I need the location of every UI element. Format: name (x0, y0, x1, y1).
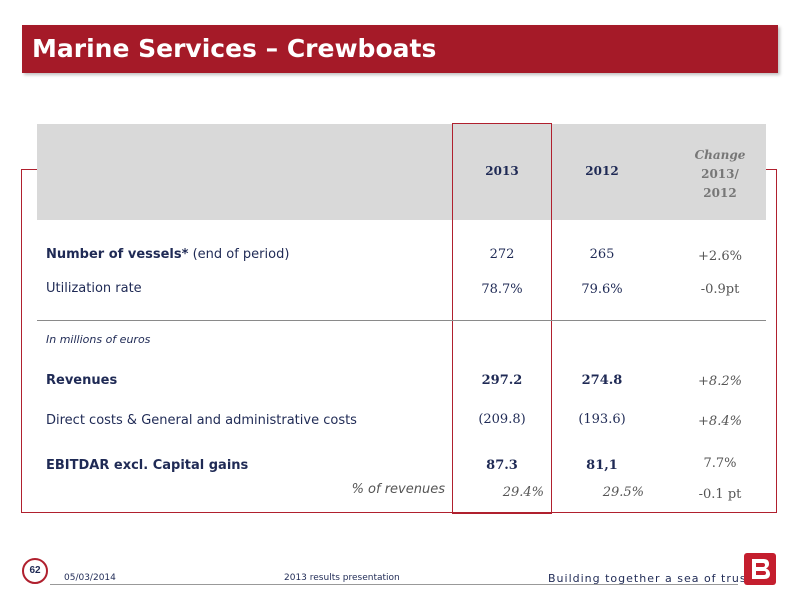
row-margin-2013: 29.4% (502, 485, 544, 500)
row-costs-label: Direct costs & General and administrativ… (46, 413, 357, 428)
row-vessels-2012: 265 (589, 247, 615, 262)
row-vessels-change: +2.6% (698, 249, 742, 264)
row-utilization-2013: 78.7% (481, 282, 523, 297)
page-title: Marine Services – Crewboats (32, 34, 437, 63)
row-ebitdar-change: 7.7% (703, 456, 737, 471)
footer-tagline: Building together a sea of trust (548, 572, 752, 585)
row-revenues-label: Revenues (46, 373, 118, 388)
row-revenues-2012: 274.8 (581, 373, 623, 388)
row-revenues-2013: 297.2 (481, 373, 523, 388)
table-header-background (37, 124, 766, 220)
table-separator (37, 320, 766, 321)
header-change-line1: Change (694, 148, 746, 162)
row-margin-change: -0.1 pt (698, 487, 742, 502)
row-vessels-label-bold: Number of vessels* (46, 247, 189, 262)
page-number: 62 (22, 558, 48, 584)
header-2012: 2012 (585, 164, 619, 178)
row-vessels-label: Number of vessels* (end of period) (46, 247, 289, 262)
footer-date: 05/03/2014 (64, 573, 116, 583)
column-2013-highlight (452, 123, 552, 514)
row-utilization-2012: 79.6% (581, 282, 623, 297)
header-change: Change 2013/ 2012 (672, 146, 768, 203)
footer-presentation: 2013 results presentation (284, 573, 400, 583)
frame-top-left (21, 169, 37, 170)
frame-top-right (766, 169, 777, 170)
row-vessels-2013: 272 (489, 247, 515, 262)
row-utilization-change: -0.9pt (700, 282, 740, 297)
footer-divider (50, 584, 738, 585)
row-costs-change: +8.4% (698, 414, 742, 429)
row-margin-2012: 29.5% (602, 485, 644, 500)
title-bar: Marine Services – Crewboats (22, 25, 778, 73)
units-note: In millions of euros (46, 333, 151, 346)
row-costs-2013: (209.8) (478, 412, 526, 427)
table-frame (21, 169, 777, 513)
logo-mark-icon (752, 559, 770, 579)
header-2013: 2013 (485, 164, 519, 178)
row-vessels-label-rest: (end of period) (188, 247, 290, 262)
row-utilization-label: Utilization rate (46, 281, 142, 296)
row-ebitdar-2012: 81,1 (586, 458, 618, 473)
company-logo (744, 553, 776, 585)
row-revenues-change: +8.2% (698, 374, 742, 389)
row-costs-2012: (193.6) (578, 412, 626, 427)
row-ebitdar-label: EBITDAR excl. Capital gains (46, 458, 249, 473)
row-ebitdar-2013: 87.3 (486, 458, 518, 473)
header-change-line2: 2013/ (701, 167, 739, 181)
header-change-line3: 2012 (703, 186, 737, 200)
row-margin-label: % of revenues (351, 482, 445, 497)
